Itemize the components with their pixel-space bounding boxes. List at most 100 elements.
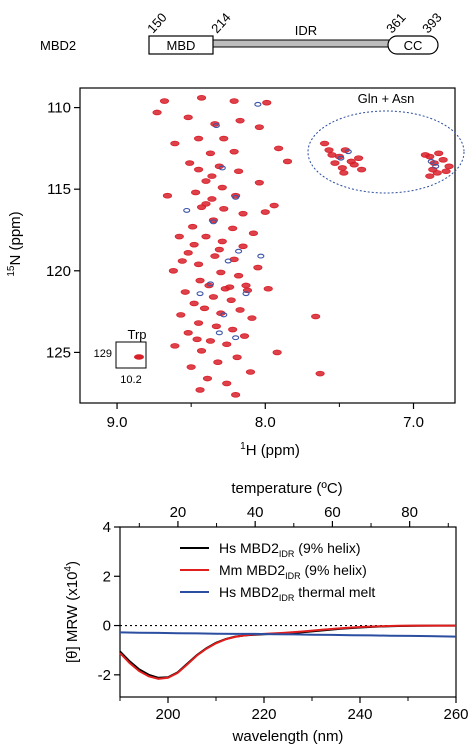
nmr-peak-contour	[432, 163, 440, 169]
nmr-peak	[192, 336, 202, 343]
nmr-peak-contour	[201, 233, 211, 240]
nmr-peak	[238, 210, 248, 217]
nmr-peak-contour	[232, 194, 240, 200]
nmr-peak-contour	[208, 294, 218, 300]
nmr-peak	[201, 233, 211, 240]
nmr-peak-contour	[260, 209, 270, 215]
nmr-peak	[233, 272, 244, 279]
nmr-peak-contour	[339, 170, 349, 176]
nmr-peak	[222, 341, 232, 348]
nmr-peak-contour	[207, 173, 217, 179]
nmr-peak	[176, 312, 186, 318]
nmr-peak	[189, 241, 199, 248]
gln-asn-annotation: Gln + Asn	[358, 91, 415, 106]
nmr-peak-contour	[162, 192, 173, 199]
nmr-peak-contour	[207, 196, 217, 202]
nmr-peak-contour	[214, 246, 224, 253]
nmr-peak	[209, 219, 217, 225]
nmr-peak-contour	[232, 335, 240, 341]
nmr-peak	[196, 291, 204, 297]
nmr-peak-contour	[191, 189, 201, 196]
nmr-peak-contour	[213, 359, 223, 365]
nmr-peak	[205, 150, 216, 157]
nmr-peak	[183, 250, 193, 256]
nmr-peak-contour	[222, 341, 232, 348]
nmr-peak	[260, 209, 270, 215]
nmr-peak	[201, 201, 211, 207]
nmr-peak-contour	[241, 282, 251, 289]
nmr-peak-contour	[196, 291, 204, 297]
nmr-peak	[434, 150, 444, 157]
nmr-peak	[193, 261, 204, 268]
nmr-peak-contour	[205, 150, 216, 157]
nmr-peak	[319, 140, 330, 147]
nmr-peak-contour	[188, 223, 198, 230]
nmr-peak-contour	[210, 253, 220, 259]
cd-series-lines	[119, 624, 457, 680]
nmr-peak	[220, 312, 228, 318]
nmr-peak-contour	[233, 168, 244, 175]
nmr-peak	[232, 194, 240, 200]
nmr-peak	[174, 233, 184, 240]
nmr-peak	[339, 170, 349, 176]
nmr-peak	[212, 123, 220, 128]
nmr-peak-contour	[224, 258, 232, 264]
nmr-peak-contour	[201, 201, 211, 207]
nmr-peak-contour	[211, 323, 221, 330]
idr-linker-bar	[211, 39, 393, 48]
nmr-peak	[269, 202, 279, 209]
nmr-peak-contour	[235, 117, 245, 124]
cd-legend-entry: Hs MBD2IDR thermal melt	[180, 584, 375, 603]
nmr-peak	[186, 364, 196, 370]
nmr-peak	[337, 165, 347, 171]
nmr-peak	[231, 392, 241, 398]
nmr-peak	[225, 284, 235, 290]
cd-top-tick-label: 40	[247, 504, 264, 521]
nmr-peak	[233, 168, 244, 175]
nmr-peak-contour	[229, 98, 239, 104]
nmr-peak-contour	[257, 253, 265, 259]
nmr-peak-contour	[183, 250, 193, 256]
cd-y-tick-label: 0	[103, 618, 111, 635]
idr-domain-label: IDR	[295, 23, 317, 38]
nmr-peak-contour	[174, 233, 184, 240]
nmr-peak	[219, 135, 229, 142]
nmr-peak-contour	[441, 168, 451, 175]
nmr-peak	[254, 124, 264, 130]
nmr-peak-contour	[180, 289, 190, 295]
nmr-peak	[254, 179, 264, 186]
nmr-peak	[215, 330, 223, 336]
nmr-peak-contour	[248, 230, 259, 237]
nmr-peak	[195, 387, 205, 393]
cd-y-tick-label: -2	[98, 667, 111, 684]
nmr-peak	[162, 192, 173, 199]
nmr-y-tick-label: 125	[46, 344, 71, 361]
nmr-peak	[222, 380, 232, 387]
nmr-peak-contour	[218, 165, 226, 171]
cd-legend-label: Hs MBD2IDR (9% helix)	[219, 540, 361, 559]
nmr-peak	[330, 160, 340, 166]
nmr-peaks	[152, 94, 454, 398]
nmr-peak-contour	[196, 94, 207, 101]
nmr-peak	[441, 168, 451, 175]
nmr-peak	[272, 349, 282, 356]
nmr-spectrum: 9.0 8.0 7.0 110 115 120 125 Gln + Asn Trp 129…	[6, 87, 465, 459]
residue-label-150: 150	[144, 10, 170, 36]
nmr-peak-contour	[327, 152, 337, 158]
cd-spectrum: 200 220 240 260 420-2 20 40 60 80 Hs MBD2IDR (…	[63, 480, 469, 745]
nmr-peak	[235, 248, 243, 254]
nmr-peak-contour	[253, 264, 263, 271]
cd-plot-frame	[119, 526, 457, 698]
nmr-peak	[425, 173, 435, 179]
nmr-peak	[438, 157, 448, 163]
nmr-y-tick-label: 110	[47, 100, 71, 117]
nmr-peak	[201, 178, 211, 184]
nmr-peak	[311, 313, 321, 320]
nmr-peak-contour	[274, 145, 284, 152]
gln-asn-region-ellipse	[307, 110, 465, 194]
nmr-peak	[254, 101, 262, 107]
nmr-peak-contour	[319, 140, 330, 147]
nmr-peak	[193, 320, 204, 326]
nmr-peak	[349, 161, 359, 168]
nmr-peak-contour	[183, 330, 193, 336]
